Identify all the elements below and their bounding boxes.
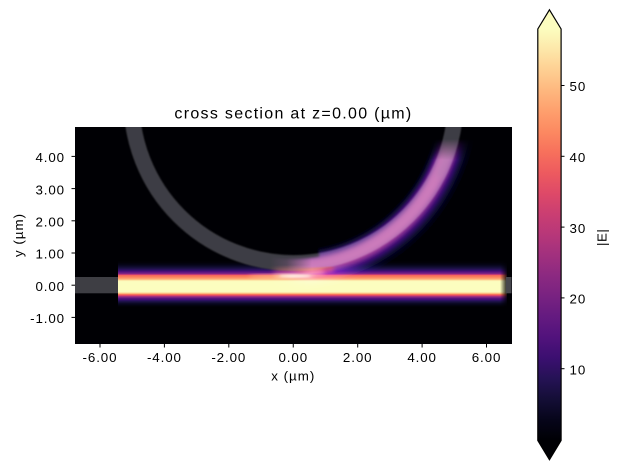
svg-text:0.00: 0.00	[278, 350, 308, 365]
svg-text:3.00: 3.00	[35, 182, 65, 197]
svg-text:cross section at z=0.00 (µm): cross section at z=0.00 (µm)	[174, 105, 412, 122]
svg-text:x (µm): x (µm)	[271, 369, 315, 384]
svg-text:50: 50	[570, 79, 587, 94]
svg-text:30: 30	[570, 221, 587, 236]
svg-text:20: 20	[570, 292, 587, 307]
svg-text:-4.00: -4.00	[147, 350, 182, 365]
svg-text:2.00: 2.00	[35, 215, 65, 230]
svg-text:|E|: |E|	[595, 229, 610, 246]
svg-text:6.00: 6.00	[472, 350, 502, 365]
svg-text:-6.00: -6.00	[83, 350, 118, 365]
svg-text:10: 10	[570, 362, 587, 377]
svg-text:2.00: 2.00	[343, 350, 373, 365]
svg-text:40: 40	[570, 150, 587, 165]
svg-text:0.00: 0.00	[35, 279, 65, 294]
svg-text:1.00: 1.00	[35, 247, 65, 262]
svg-text:-1.00: -1.00	[30, 311, 65, 326]
svg-text:4.00: 4.00	[35, 150, 65, 165]
svg-text:y (µm): y (µm)	[11, 213, 26, 257]
svg-text:-2.00: -2.00	[211, 350, 246, 365]
svg-text:4.00: 4.00	[407, 350, 437, 365]
